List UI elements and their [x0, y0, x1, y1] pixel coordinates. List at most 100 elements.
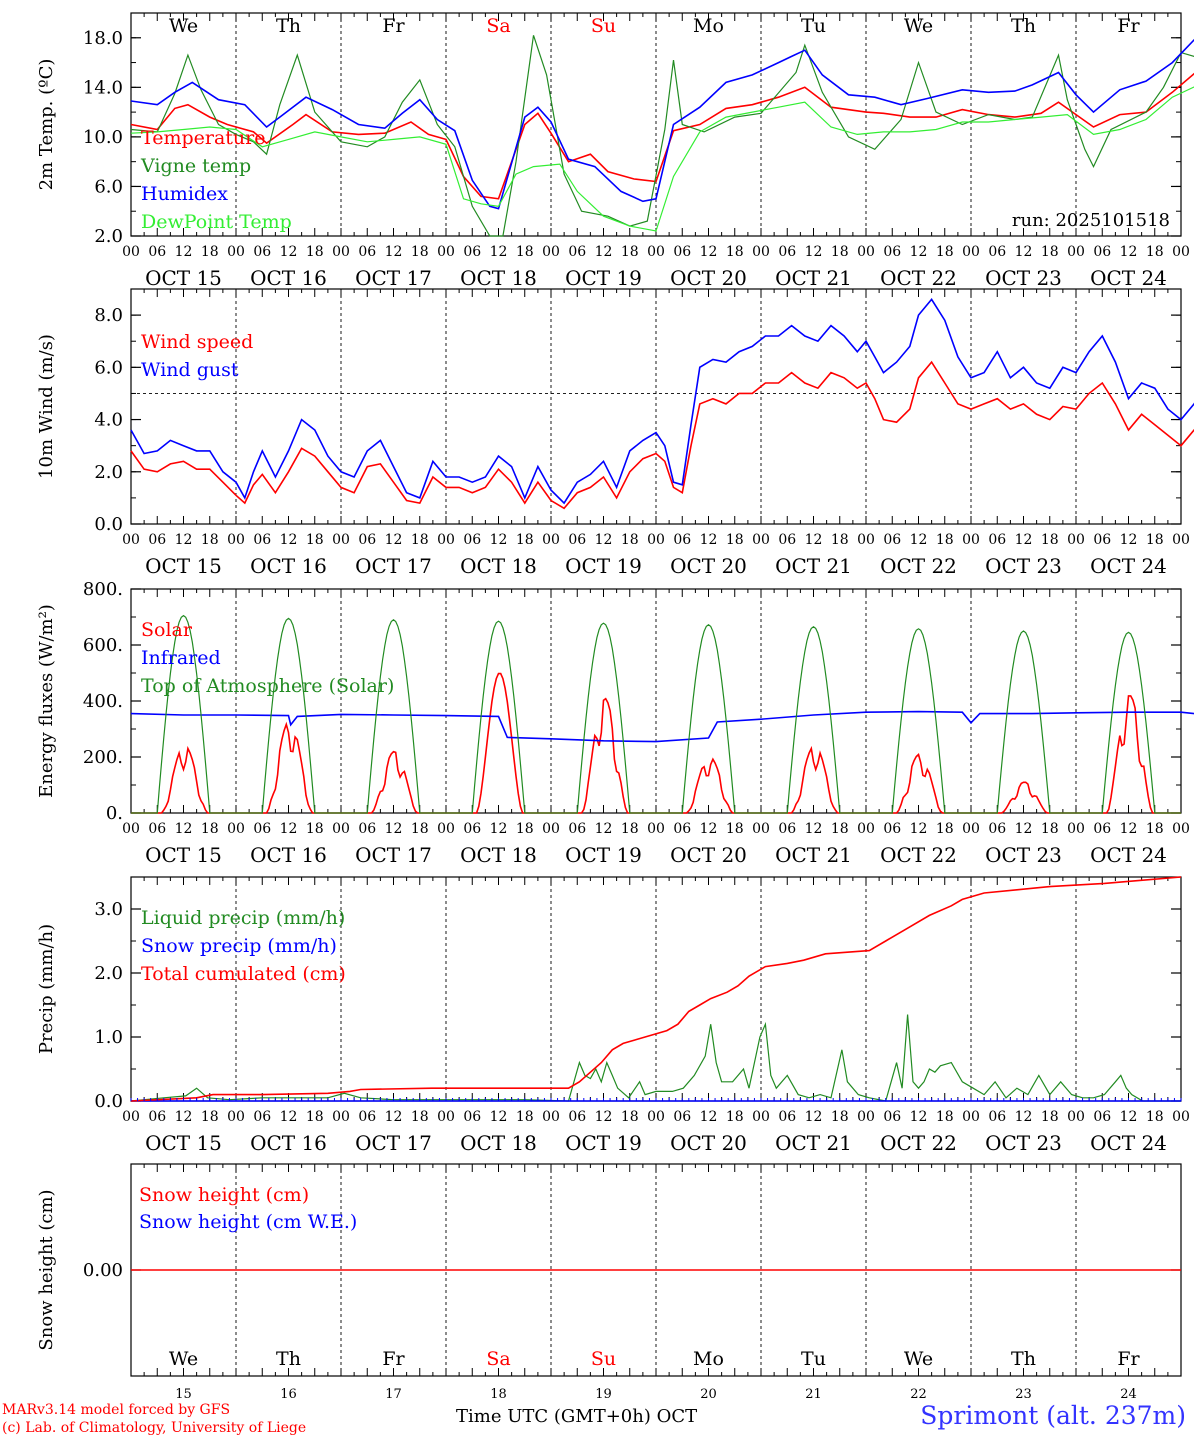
- hour-tick-label: 00: [647, 244, 665, 260]
- hour-tick-label: 12: [910, 1109, 928, 1125]
- weekday-label: We: [904, 15, 933, 37]
- legend-entry: Total cumulated (cm): [141, 963, 346, 985]
- hour-tick-label: 12: [910, 244, 928, 260]
- hour-tick-label: 18: [831, 821, 849, 837]
- y-tick-label: 2.0: [94, 462, 123, 483]
- hour-tick-label: 00: [752, 1109, 770, 1125]
- legend-entry: Vigne temp: [140, 155, 251, 177]
- hour-tick-label: 18: [726, 244, 744, 260]
- legend-entry: Temperature: [141, 127, 265, 149]
- hour-tick-label: 00: [542, 532, 560, 548]
- y-tick-label: 0.00: [83, 1260, 123, 1281]
- hour-tick-label: 18: [621, 244, 639, 260]
- legend-entry: Solar: [141, 619, 193, 641]
- hour-tick-label: 06: [358, 821, 376, 837]
- hour-tick-label: 00: [752, 532, 770, 548]
- hour-tick-label: 18: [411, 532, 429, 548]
- hour-tick-label: 00: [437, 821, 455, 837]
- day-number-label: 21: [805, 1387, 822, 1402]
- hour-tick-label: 18: [1146, 244, 1164, 260]
- hour-tick-label: 18: [621, 821, 639, 837]
- hour-tick-label: 12: [595, 244, 613, 260]
- hour-tick-label: 06: [673, 1109, 691, 1125]
- hour-tick-label: 18: [516, 244, 534, 260]
- hour-tick-label: 12: [490, 1109, 508, 1125]
- hour-tick-label: 18: [201, 821, 219, 837]
- day-number-label: 18: [490, 1387, 507, 1402]
- date-label: OCT 22: [880, 843, 957, 867]
- hour-tick-label: 06: [1093, 1109, 1111, 1125]
- hour-tick-label: 12: [175, 821, 193, 837]
- hour-tick-label: 00: [332, 821, 350, 837]
- hour-tick-label: 00: [647, 1109, 665, 1125]
- y-axis-label: 2m Temp. (ºC): [36, 59, 57, 191]
- chart-panel-2: 0.0 2.0 4.0 6.0 8.0 10m Wind (m/s) Wind speed W…: [36, 288, 1194, 578]
- y-tick-label: 200.: [83, 747, 123, 768]
- hour-tick-label: 18: [1146, 821, 1164, 837]
- hour-tick-label: 06: [778, 532, 796, 548]
- date-label: OCT 23: [985, 1131, 1062, 1155]
- day-number-label: 17: [385, 1387, 402, 1402]
- date-label: OCT 22: [880, 554, 957, 578]
- hour-tick-label: 00: [752, 244, 770, 260]
- panel-frame: [130, 588, 1182, 814]
- hour-tick-label: 00: [542, 821, 560, 837]
- date-label: OCT 21: [775, 554, 852, 578]
- hour-tick-label: 00: [122, 532, 140, 548]
- y-tick-label: 8.0: [94, 305, 123, 326]
- weekday-label: Su: [591, 15, 616, 37]
- hour-tick-label: 06: [673, 244, 691, 260]
- y-axis-label: Energy fluxes (W/m²): [36, 604, 57, 798]
- run-annotation: run: 2025101518: [1012, 210, 1170, 231]
- hour-tick-label: 06: [1093, 821, 1111, 837]
- y-tick-label: 2.0: [94, 226, 123, 247]
- hour-tick-label: 18: [1146, 532, 1164, 548]
- hour-tick-label: 12: [280, 821, 298, 837]
- hour-tick-label: 12: [490, 821, 508, 837]
- date-label: OCT 19: [565, 554, 642, 578]
- hour-tick-label: 00: [1172, 532, 1190, 548]
- hour-tick-label: 12: [1015, 532, 1033, 548]
- series-line-liquid-precip-mm-h-: [130, 1014, 1181, 1102]
- hour-tick-label: 00: [1067, 1109, 1085, 1125]
- y-axis-label: Snow height (cm): [36, 1189, 57, 1350]
- date-label: OCT 23: [985, 266, 1062, 290]
- hour-tick-label: 06: [148, 1109, 166, 1125]
- model-credit: MARv3.14 model forced by GFS: [2, 1402, 231, 1418]
- hour-tick-label: 06: [253, 244, 271, 260]
- legend-entry: DewPoint Temp: [141, 211, 292, 233]
- hour-tick-label: 00: [437, 244, 455, 260]
- weekday-label: Su: [591, 1348, 616, 1370]
- hour-tick-label: 00: [542, 244, 560, 260]
- day-number-label: 23: [1015, 1387, 1032, 1402]
- hour-tick-label: 00: [1172, 1109, 1190, 1125]
- hour-tick-label: 18: [831, 244, 849, 260]
- x-axis-month: OCT: [656, 1406, 698, 1427]
- hour-tick-label: 06: [1093, 244, 1111, 260]
- y-tick-label: 10.0: [83, 127, 123, 148]
- hour-tick-label: 12: [280, 244, 298, 260]
- hour-tick-label: 18: [726, 532, 744, 548]
- hour-tick-label: 18: [201, 1109, 219, 1125]
- y-tick-label: 4.0: [94, 410, 123, 431]
- date-label: OCT 18: [460, 554, 537, 578]
- hour-tick-label: 18: [306, 244, 324, 260]
- weekday-label: We: [169, 1348, 198, 1370]
- y-tick-label: 0.0: [94, 514, 123, 535]
- legend-entry: Top of Atmosphere (Solar): [141, 675, 394, 697]
- hour-tick-label: 06: [463, 1109, 481, 1125]
- hour-tick-label: 00: [962, 821, 980, 837]
- hour-tick-label: 12: [595, 532, 613, 548]
- hour-tick-label: 06: [463, 821, 481, 837]
- hour-tick-label: 18: [726, 1109, 744, 1125]
- hour-tick-label: 00: [962, 244, 980, 260]
- hour-tick-label: 00: [332, 532, 350, 548]
- hour-tick-label: 18: [936, 244, 954, 260]
- date-label: OCT 16: [250, 266, 327, 290]
- hour-tick-label: 00: [227, 821, 245, 837]
- hour-tick-label: 12: [910, 821, 928, 837]
- hour-tick-label: 18: [831, 1109, 849, 1125]
- series-line-humidex: [130, 38, 1194, 210]
- legend-entry: Snow precip (mm/h): [141, 935, 337, 957]
- hour-tick-label: 12: [910, 532, 928, 548]
